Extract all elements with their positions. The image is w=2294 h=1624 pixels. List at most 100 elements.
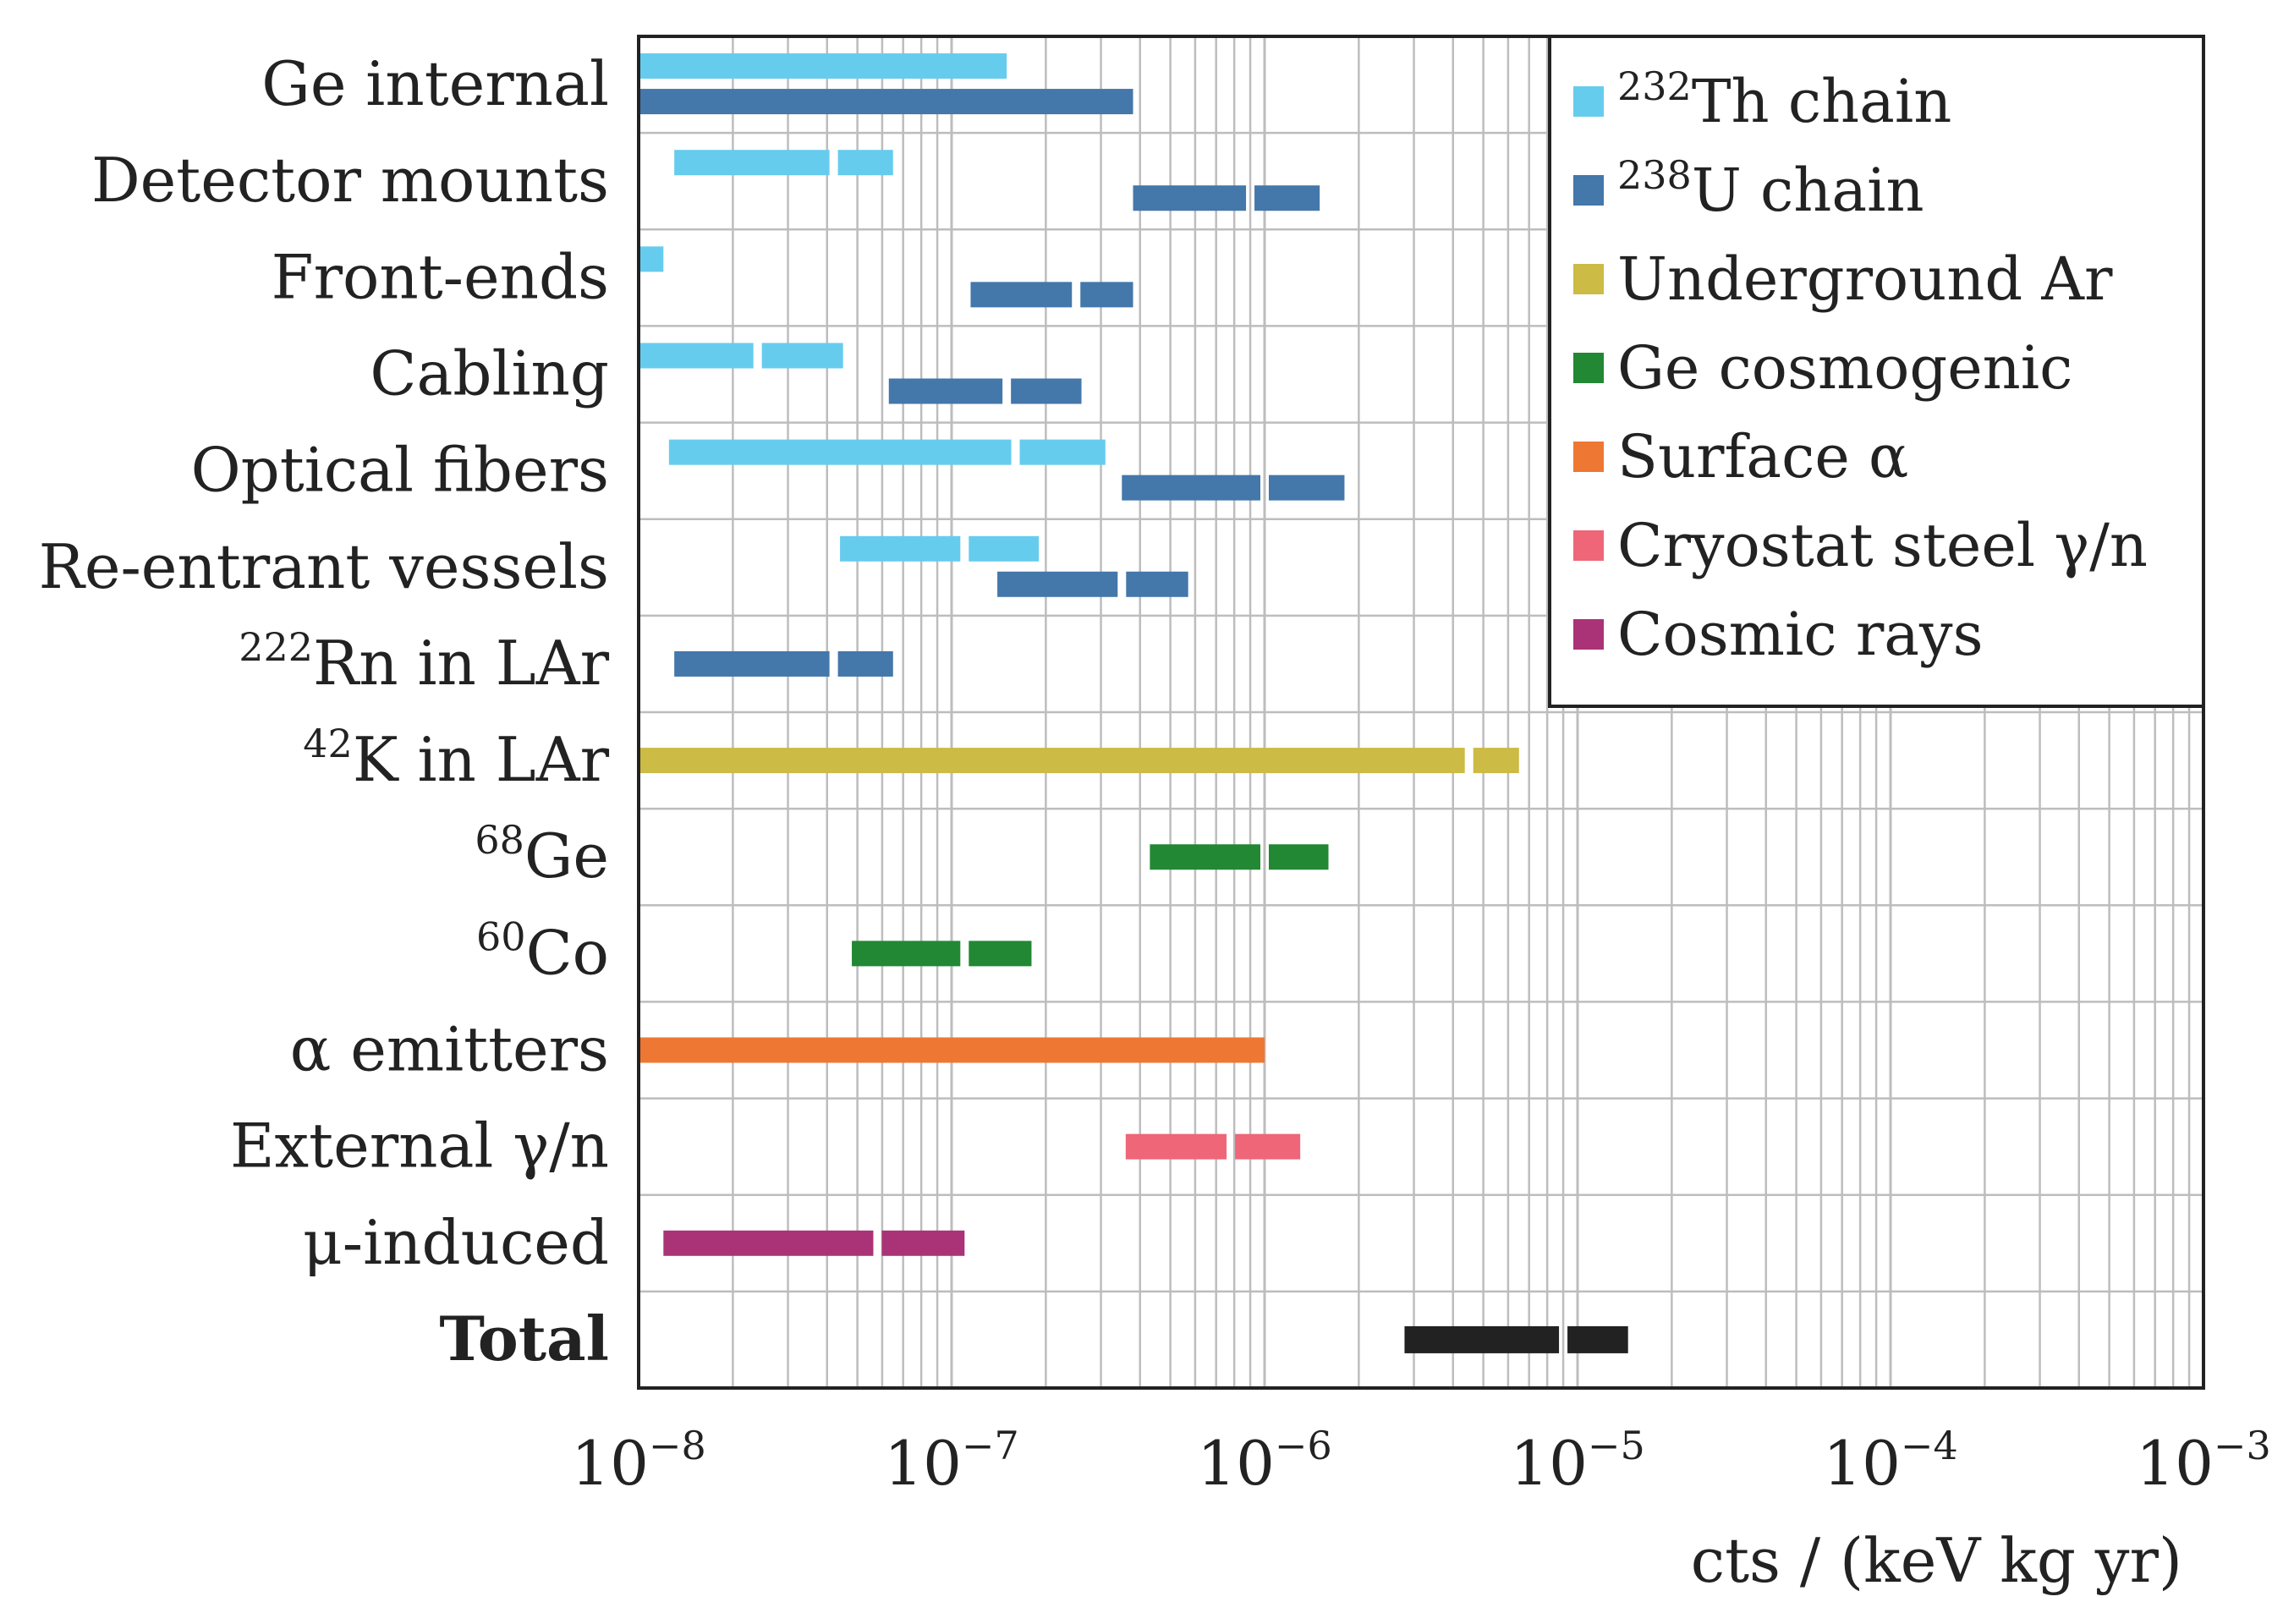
bar-central-segment	[639, 343, 754, 369]
bar-upper-segment	[969, 535, 1040, 562]
legend-box	[1548, 35, 2205, 708]
bar-central-segment	[888, 378, 1003, 404]
category-label-superscript: 68	[475, 817, 524, 863]
bar	[639, 246, 664, 272]
legend-label: 232Th chain	[1617, 63, 1951, 136]
bar-central-segment	[668, 439, 1012, 465]
legend-label: Cryostat steel γ/n	[1617, 511, 2148, 580]
x-tick-exponent: −6	[1275, 1423, 1332, 1468]
bar-upper-segment	[1254, 185, 1320, 211]
category-labels: Ge internal Detector mounts Front-ends Cabl…	[39, 48, 610, 1374]
legend-swatch	[1573, 175, 1604, 206]
category-label: Front-ends	[272, 241, 609, 312]
category-label: Ge internal	[261, 48, 609, 119]
category-label-text: Ge	[524, 820, 609, 892]
legend-label: Surface α	[1617, 422, 1908, 491]
legend-label: 238U chain	[1617, 152, 1924, 225]
legend-label-superscript: 238	[1617, 152, 1692, 198]
bar-upper-segment	[881, 1230, 965, 1256]
category-label: 68Ge	[475, 817, 609, 892]
category-label: α emitters	[290, 1014, 609, 1085]
bar-central-segment	[1133, 185, 1247, 211]
x-tick-label: 10−8	[571, 1423, 705, 1499]
x-tick-base: 10	[884, 1428, 962, 1499]
legend-swatch	[1573, 619, 1604, 650]
bar-upper-segment	[1269, 475, 1345, 501]
legend-swatch	[1573, 530, 1604, 561]
x-tick-exponent: −5	[1588, 1423, 1645, 1468]
x-tick-base: 10	[571, 1428, 649, 1499]
x-tick-base: 10	[2136, 1428, 2214, 1499]
x-tick-base: 10	[1823, 1428, 1901, 1499]
category-label-superscript: 222	[239, 624, 313, 670]
bar-upper-segment	[969, 941, 1032, 967]
bar-upper-segment	[1473, 748, 1519, 774]
bar-upper-segment	[1235, 1133, 1301, 1160]
plot-frame	[637, 35, 2205, 1390]
bar-central-segment	[663, 1230, 874, 1256]
x-tick-exponent: −3	[2214, 1423, 2271, 1468]
legend-label: Cosmic rays	[1617, 600, 1984, 669]
bar-central-segment	[1125, 1133, 1227, 1160]
x-tick-labels: 10−8 10−7 10−6 10−5 10−4 10−3	[571, 1423, 2270, 1499]
bar-central-segment	[1150, 844, 1260, 870]
bar-upper-segment	[1019, 439, 1106, 465]
x-tick-base: 10	[1197, 1428, 1275, 1499]
bar	[639, 89, 1133, 115]
category-label-text: K in LAr	[353, 724, 610, 795]
bar-central-segment	[840, 535, 961, 562]
category-label: Detector mounts	[91, 145, 609, 216]
x-axis-title: cts / (keV kg yr)	[1691, 1525, 2182, 1596]
category-label-superscript: 60	[476, 914, 526, 959]
x-tick-label: 10−7	[884, 1423, 1018, 1499]
bar	[639, 1037, 1265, 1063]
bar-central-segment	[674, 650, 830, 677]
legend-swatch	[1573, 442, 1604, 472]
x-tick-label: 10−3	[2136, 1423, 2270, 1499]
x-tick-exponent: −7	[962, 1423, 1019, 1468]
legend-swatch	[1573, 86, 1604, 117]
category-label: 222Rn in LAr	[239, 624, 609, 699]
bar-central-segment	[639, 748, 1465, 774]
bar-central-segment	[852, 941, 961, 967]
category-label: Optical fibers	[191, 435, 609, 506]
category-label: 60Co	[476, 914, 609, 988]
legend-label-text: Th chain	[1692, 67, 1952, 136]
legend-label-text: U chain	[1692, 156, 1924, 225]
bar-upper-segment	[1126, 571, 1188, 597]
bar-upper-segment	[1011, 378, 1082, 404]
legend-label: Underground Ar	[1617, 244, 2113, 314]
x-tick-exponent: −4	[1901, 1423, 1958, 1468]
bar-central-segment	[1122, 475, 1260, 501]
bar-central-segment	[997, 571, 1118, 597]
bar	[639, 53, 1007, 80]
bar-upper-segment	[1080, 282, 1133, 308]
legend-label: Ge cosmogenic	[1617, 333, 2072, 403]
category-label-text: Rn in LAr	[313, 628, 610, 699]
bar-upper-segment	[837, 150, 893, 176]
category-label: Cabling	[370, 338, 609, 409]
bars	[639, 53, 1628, 1353]
category-label-text: Co	[526, 917, 609, 988]
x-tick-label: 10−6	[1197, 1423, 1331, 1499]
category-label: μ-induced	[303, 1207, 609, 1278]
x-tick-label: 10−5	[1510, 1423, 1644, 1499]
bar-central-segment	[1404, 1325, 1560, 1353]
legend-swatch	[1573, 264, 1604, 294]
bar-upper-segment	[1269, 844, 1329, 870]
category-label-superscript: 42	[303, 721, 353, 766]
legend-label-superscript: 232	[1617, 63, 1692, 109]
bar-upper-segment	[837, 650, 893, 677]
x-tick-base: 10	[1510, 1428, 1588, 1499]
bar-upper-segment	[1567, 1325, 1628, 1353]
category-label: Re-entrant vessels	[39, 531, 609, 602]
bar-central-segment	[674, 150, 830, 176]
bar-upper-segment	[761, 343, 843, 369]
bar-central-segment	[970, 282, 1073, 308]
x-tick-exponent: −8	[649, 1423, 706, 1468]
category-label: 42K in LAr	[303, 721, 609, 795]
category-label: Total	[439, 1303, 609, 1374]
x-tick-label: 10−4	[1823, 1423, 1957, 1499]
